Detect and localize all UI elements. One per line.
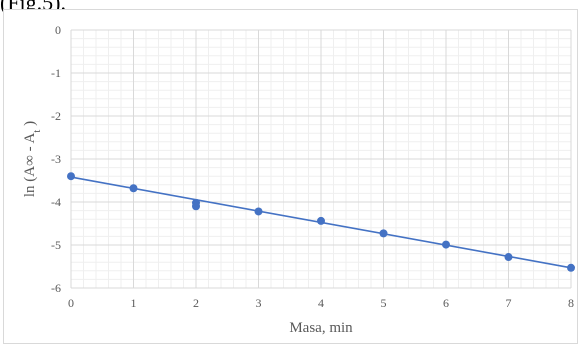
data-point [442, 240, 450, 249]
x-tick-label: 7 [506, 296, 512, 310]
y-axis-title: ln (A∞ - At ) [22, 121, 43, 197]
y-tick-label: -3 [51, 152, 61, 166]
y-axis-title-subscript: t [31, 130, 43, 133]
x-tick-label: 5 [381, 296, 387, 310]
x-tick-label: 4 [318, 296, 324, 310]
y-tick-label: -1 [51, 66, 61, 80]
data-points [67, 172, 575, 272]
x-tick-label: 0 [68, 296, 74, 310]
y-tick-label: -2 [51, 109, 61, 123]
data-point [192, 202, 200, 211]
x-axis-title: Masa, min [289, 320, 353, 336]
y-tick-label: -6 [51, 281, 61, 295]
data-point [129, 184, 138, 193]
data-point [504, 253, 513, 262]
chart-frame: 0 -1 -2 -3 -4 -5 -6 0 1 2 3 4 5 6 7 8 Masa, min ln (A∞… [3, 9, 578, 344]
major-gridlines [70, 29, 572, 289]
y-tick-labels: 0 -1 -2 -3 -4 -5 -6 [51, 23, 61, 295]
data-point [67, 172, 75, 181]
x-tick-label: 1 [131, 296, 137, 310]
x-tick-labels: 0 1 2 3 4 5 6 7 8 [68, 296, 574, 310]
x-tick-label: 8 [568, 296, 574, 310]
data-point [567, 263, 575, 272]
scatter-chart: 0 -1 -2 -3 -4 -5 -6 0 1 2 3 4 5 6 7 8 Masa, min ln (A∞… [22, 23, 575, 336]
y-axis-title-tail: ) [22, 121, 38, 130]
y-tick-label: -5 [51, 238, 61, 252]
data-point [254, 207, 263, 216]
y-tick-label: -4 [51, 195, 61, 209]
y-axis-title-main: ln (A∞ - A [22, 133, 38, 198]
x-tick-label: 2 [193, 296, 199, 310]
y-tick-label: 0 [55, 23, 61, 37]
data-point [379, 229, 388, 238]
x-tick-label: 3 [256, 296, 262, 310]
data-point [317, 216, 325, 225]
x-tick-label: 6 [443, 296, 449, 310]
